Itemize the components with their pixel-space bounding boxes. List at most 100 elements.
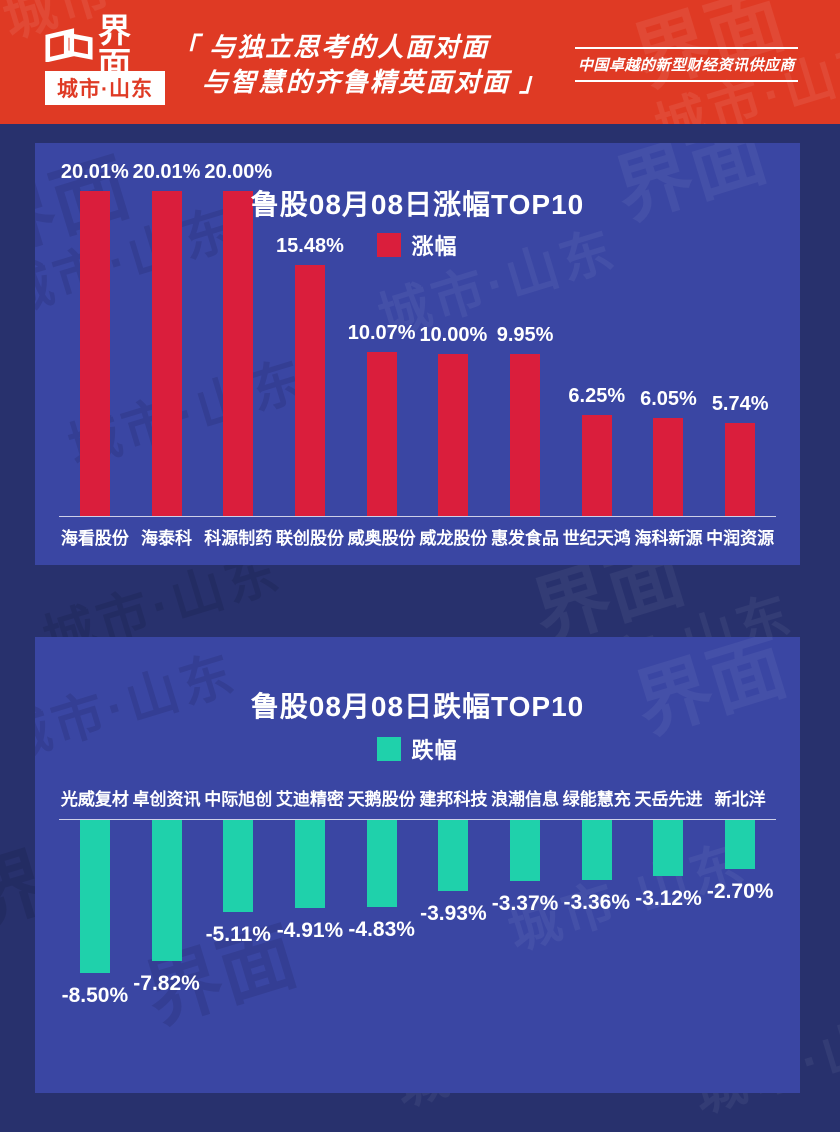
gainers-axis-line <box>59 516 776 517</box>
category-label: 威龙股份 <box>419 529 488 548</box>
bar <box>151 820 182 961</box>
gainers-legend-label: 涨幅 <box>411 234 458 259</box>
bar-column: -3.93% <box>418 820 490 1080</box>
bar <box>581 415 612 516</box>
losers-legend-swatch <box>377 737 402 761</box>
bar <box>725 820 756 869</box>
category-label: 惠发食品 <box>491 529 560 548</box>
bar-column: -7.82% <box>131 820 203 1080</box>
losers-bars-area: -8.50% -7.82% -5.11% -4.91% -4.83% -3.93% -3.3… <box>59 820 776 1080</box>
bar <box>151 191 182 516</box>
category-label: 中际旭创 <box>204 790 273 809</box>
bar <box>510 820 541 881</box>
bar <box>653 820 684 876</box>
bar-column: -3.12% <box>633 820 705 1080</box>
slogan-line-1: 「 与独立思考的人面对面 <box>172 32 490 62</box>
losers-axis-line <box>59 819 776 820</box>
gainers-category-labels: 海看股份 海泰科 科源制药 联创股份 威奥股份 威龙股份 惠发食品 世纪天鸿 海科新源 中润资源 <box>59 524 776 549</box>
bar <box>79 191 110 516</box>
bar <box>438 820 469 891</box>
bar <box>510 354 541 516</box>
bar-value-label: -8.50% <box>61 984 129 1007</box>
jiemian-logo: 界面 城市·山东 <box>45 14 165 105</box>
bar-column: -5.11% <box>202 820 274 1080</box>
gainers-chart-panel: 界面 城市·山东 城市·山东 界面 城市·山东 鲁股08月08日涨幅TOP10 … <box>35 143 800 565</box>
bar-value-label: -7.82% <box>133 972 200 995</box>
losers-chart-title: 鲁股08月08日跌幅TOP10 <box>250 691 585 722</box>
jiemian-logo-text: 界面 <box>98 12 132 82</box>
category-label: 卓创资讯 <box>132 790 201 809</box>
bar-column: 5.74% <box>704 143 776 516</box>
bar-value-label: 5.74% <box>711 393 769 415</box>
bar <box>581 820 612 880</box>
bar-column: 6.25% <box>561 143 633 516</box>
slogan-line-2: 与智慧的齐鲁精英面对面 」 <box>202 67 548 97</box>
losers-category-labels: 光威复材 卓创资讯 中际旭创 艾迪精密 天鹅股份 建邦科技 浪潮信息 绿能慧充 天岳先进 新北洋 <box>59 785 776 810</box>
gainers-legend-swatch <box>377 233 402 257</box>
bar-value-label: -3.12% <box>635 887 702 910</box>
bar <box>438 354 469 516</box>
bar <box>725 423 756 516</box>
category-label: 新北洋 <box>714 790 766 809</box>
bar-value-label: 15.48% <box>276 235 344 257</box>
bar-column: -2.70% <box>704 820 776 1080</box>
header-slogan: 「 与独立思考的人面对面 与智慧的齐鲁精英面对面 」 <box>172 30 547 100</box>
bar-value-label: 9.95% <box>496 324 554 346</box>
bar <box>294 820 325 908</box>
gainers-bars-area: 20.01% 20.01% 20.00% 15.48% 10.07% 10.00% 9.95… <box>59 143 776 516</box>
category-label: 艾迪精密 <box>275 790 344 809</box>
header-tagline: 中国卓越的新型财经资讯供应商 <box>574 47 798 82</box>
category-label: 海科新源 <box>634 529 703 548</box>
bar-column: 6.05% <box>633 143 705 516</box>
gainers-legend: 涨幅 <box>35 229 800 261</box>
category-label: 海看股份 <box>60 529 129 548</box>
bar-column: -8.50% <box>59 820 131 1080</box>
category-label: 联创股份 <box>275 529 344 548</box>
bar-column: 9.95% <box>489 143 561 516</box>
category-label: 世纪天鸿 <box>562 529 631 548</box>
category-label: 天岳先进 <box>634 790 703 809</box>
bar-column: 10.07% <box>346 143 418 516</box>
gainers-chart-title: 鲁股08月08日涨幅TOP10 <box>250 189 585 220</box>
bar-column: 20.01% <box>59 143 131 516</box>
category-label: 中润资源 <box>706 529 775 548</box>
bar-value-label: 10.00% <box>419 324 488 346</box>
bar-column: 20.01% <box>131 143 203 516</box>
bar-value-label: 20.00% <box>204 161 273 183</box>
losers-legend: 跌幅 <box>35 733 800 765</box>
bar <box>653 418 684 516</box>
losers-legend-label: 跌幅 <box>411 738 458 763</box>
category-label: 浪潮信息 <box>491 790 560 809</box>
bar <box>294 265 325 516</box>
bar-column: 10.00% <box>418 143 490 516</box>
category-label: 科源制药 <box>204 529 273 548</box>
bar-column: -3.36% <box>561 820 633 1080</box>
bar-column: -4.83% <box>346 820 418 1080</box>
category-label: 绿能慧充 <box>562 790 631 809</box>
bar-value-label: 10.07% <box>347 322 416 344</box>
jiemian-logo-icon <box>45 27 93 67</box>
bar <box>79 820 110 973</box>
bar-value-label: 6.25% <box>568 385 626 407</box>
bar-column: -4.91% <box>274 820 346 1080</box>
bar-column: 20.00% <box>202 143 274 516</box>
category-label: 建邦科技 <box>419 790 488 809</box>
bar-value-label: -3.93% <box>420 902 487 925</box>
bar <box>366 352 397 516</box>
bar <box>366 820 397 907</box>
bar-column: 15.48% <box>274 143 346 516</box>
category-label: 光威复材 <box>60 790 129 809</box>
bar-value-label: 20.01% <box>60 161 129 183</box>
bar-value-label: -3.36% <box>563 891 631 914</box>
category-label: 海泰科 <box>141 529 193 548</box>
bar <box>223 191 254 516</box>
losers-chart-panel: 城市·山东 城市·山东 界面 界面 鲁股08月08日跌幅TOP10 跌幅 光威复… <box>35 637 800 1093</box>
bar-value-label: -4.83% <box>348 918 415 941</box>
category-label: 天鹅股份 <box>347 790 416 809</box>
bar-value-label: 20.01% <box>132 161 201 183</box>
bar-value-label: -4.91% <box>276 919 344 942</box>
bar-value-label: -3.37% <box>491 892 559 915</box>
bar-value-label: -2.70% <box>706 880 774 903</box>
bar-value-label: 6.05% <box>640 388 697 410</box>
